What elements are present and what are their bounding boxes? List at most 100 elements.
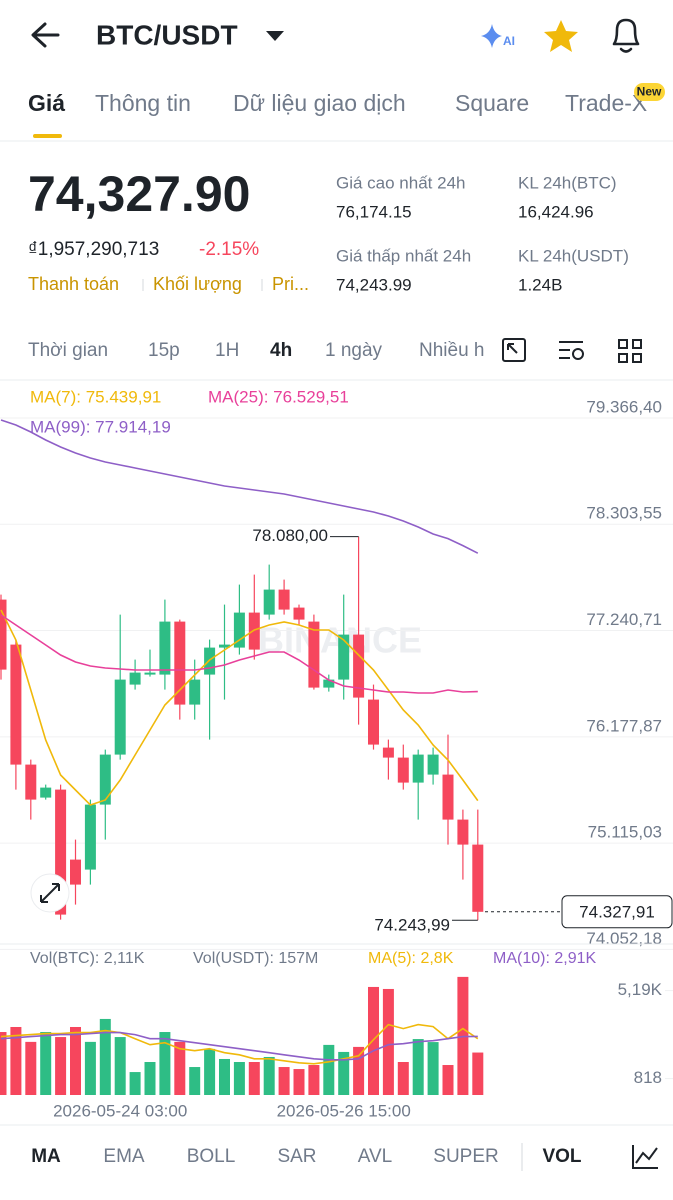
expand-button[interactable] <box>30 873 70 913</box>
tab-bar: Giá Thông tin Dữ liệu giao dịch Square Trade… <box>28 83 665 116</box>
active-tab-indicator <box>33 134 62 138</box>
volume-bar <box>308 1065 320 1095</box>
candle-body <box>308 621 320 688</box>
candle-body <box>40 787 52 798</box>
last-price-box <box>561 895 673 929</box>
volume-bar <box>55 1037 67 1095</box>
y-tick-label: 77.240,71 <box>586 610 662 629</box>
pair-dropdown[interactable] <box>266 31 284 41</box>
y-tick-label: 818 <box>634 1068 662 1087</box>
candle-body <box>457 819 469 845</box>
fullscreen-icon[interactable] <box>502 338 526 362</box>
interval[interactable]: Nhiều h <box>419 340 485 361</box>
indicator[interactable]: MA <box>31 1146 61 1167</box>
volume-bar <box>412 1039 424 1095</box>
indicator[interactable]: EMA <box>103 1146 145 1167</box>
volume-bar <box>427 1042 439 1095</box>
volume-bar <box>233 1062 245 1095</box>
volume-bar <box>368 986 379 1095</box>
price-link[interactable]: Khối lượng <box>153 274 242 294</box>
back-button[interactable] <box>31 22 60 48</box>
volume-legend: Vol(USDT): 157M <box>193 950 318 967</box>
bell-clapper <box>619 47 633 53</box>
high-label: 78.080,00 <box>252 526 328 545</box>
ma-line <box>0 1023 479 1065</box>
stat-label: Giá thấp nhất 24h <box>336 246 471 265</box>
volume-bar <box>10 1026 22 1095</box>
indicator[interactable]: SUPER <box>433 1146 498 1167</box>
candle-body <box>368 699 379 745</box>
interval[interactable]: 1H <box>215 340 239 361</box>
volume-bar <box>174 1041 186 1095</box>
volume-bar <box>25 1041 37 1095</box>
indicator[interactable]: VOL <box>542 1146 581 1167</box>
notification-bell[interactable] <box>612 18 640 53</box>
candle-body <box>144 672 156 675</box>
x-tick-label: 2026-05-24 03:00 <box>53 1101 187 1120</box>
indicator-settings-icon[interactable] <box>632 1145 658 1169</box>
interval[interactable]: 1 ngày <box>325 340 383 361</box>
candle-body <box>25 764 37 800</box>
candle-body <box>397 757 409 783</box>
tab[interactable]: Trade-X <box>565 90 647 116</box>
indicator-bar: MA EMA BOLL SAR AVL SUPER VOL <box>31 1146 582 1167</box>
candle-body <box>70 859 81 885</box>
interval[interactable]: 15p <box>148 340 180 361</box>
volume-bar <box>70 1026 81 1095</box>
indicator[interactable]: BOLL <box>187 1146 236 1167</box>
volume-bar <box>114 1037 126 1095</box>
interval: Thời gian <box>28 340 108 361</box>
ma-line <box>0 614 478 694</box>
ma-line <box>0 1031 478 1061</box>
interval[interactable]: 4h <box>270 340 292 361</box>
tab[interactable]: Square <box>455 90 529 116</box>
price-links: Thanh toán Khối lượng Pri... <box>28 274 309 294</box>
candle-body <box>10 644 22 765</box>
candle-body <box>55 789 67 915</box>
tab[interactable]: Thông tin <box>95 90 191 116</box>
candle-body <box>0 599 7 670</box>
volume-bar <box>219 1058 230 1095</box>
y-tick-label: 79.366,40 <box>586 397 662 416</box>
favorite-star[interactable] <box>544 20 578 52</box>
candle-body <box>114 679 126 755</box>
stat-label: KL 24h(USDT) <box>518 246 629 265</box>
candle-body <box>338 634 350 680</box>
ma-legend: MA(10): 2,91K <box>493 950 596 967</box>
indicator[interactable]: AVL <box>358 1146 393 1167</box>
x-tick-label: 2026-05-26 15:00 <box>277 1101 411 1120</box>
candle-body <box>472 844 484 912</box>
tab[interactable]: Dữ liệu giao dịch <box>233 90 406 116</box>
volume-bar <box>397 1062 409 1095</box>
price-chart: BINANCE79.366,4078.303,5577.240,7176.177… <box>0 387 673 950</box>
price-link[interactable]: Pri... <box>272 274 309 294</box>
volume-bar <box>204 1048 216 1095</box>
new-badge-bg <box>634 83 665 101</box>
tab[interactable]: Giá <box>28 90 65 116</box>
price-link[interactable]: Thanh toán <box>28 274 119 294</box>
stats-grid: Giá cao nhất 24h 76,174.15 KL 24h(BTC) 16,4… <box>336 173 629 294</box>
candle-body <box>353 634 365 698</box>
interval-bar: Thời gian 15p 1H 4h 1 ngày Nhiều h <box>28 340 485 361</box>
ma-legend: MA(5): 2,8K <box>368 950 454 967</box>
volume-bar <box>338 1051 350 1095</box>
settings-icon[interactable] <box>559 341 584 360</box>
volume-bar <box>382 988 394 1095</box>
ai-button[interactable]: AI <box>481 24 515 48</box>
ma-line <box>0 419 479 554</box>
indicator[interactable]: SAR <box>277 1146 316 1167</box>
volume-bar <box>263 1056 275 1095</box>
candle-body <box>323 679 335 688</box>
y-tick-label: 5,19K <box>618 980 663 999</box>
candle-body <box>84 804 96 870</box>
candle-body <box>159 621 171 675</box>
candle-body <box>233 612 245 648</box>
candle-body <box>293 607 305 620</box>
ma-line <box>0 609 479 806</box>
volume-bar <box>472 1052 484 1095</box>
volume-bar <box>248 1062 260 1095</box>
pair-title[interactable]: BTC/USDT <box>96 19 238 50</box>
layout-icon[interactable] <box>618 339 642 363</box>
candle-body <box>248 612 260 650</box>
